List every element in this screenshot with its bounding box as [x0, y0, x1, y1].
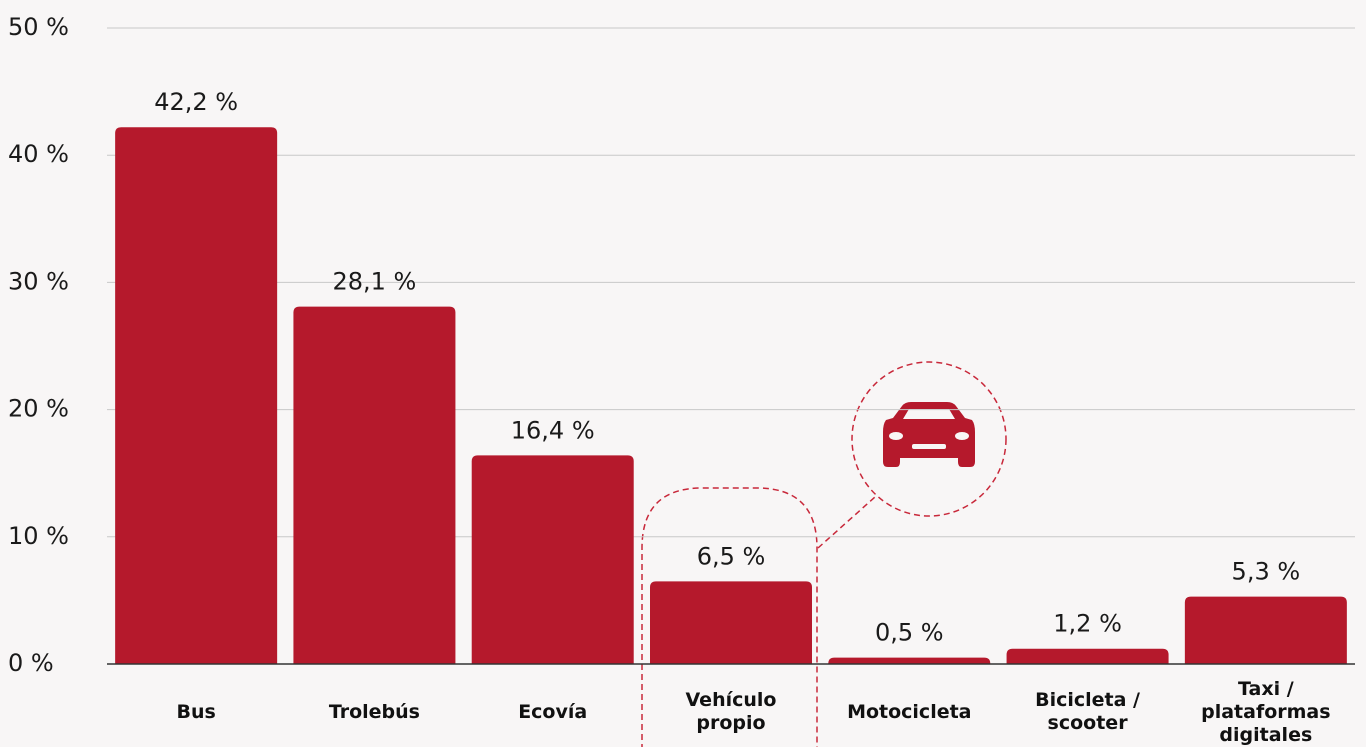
- data-label: 5,3 %: [1232, 558, 1301, 586]
- data-label: 28,1 %: [332, 268, 416, 296]
- bar: [293, 306, 456, 664]
- y-tick-label: 40 %: [8, 140, 69, 168]
- data-label: 6,5 %: [697, 542, 766, 570]
- callout-line: [817, 496, 876, 549]
- highlight-frame: [641, 487, 818, 747]
- x-tick-label: Ecovía: [518, 700, 588, 723]
- data-label: 16,4 %: [511, 416, 595, 444]
- data-label: 1,2 %: [1053, 610, 1122, 638]
- bar: [828, 657, 991, 664]
- data-label: 0,5 %: [875, 619, 944, 647]
- x-tick-label: Bicicleta / scooter: [1035, 689, 1140, 734]
- bar: [115, 127, 278, 664]
- bar: [471, 455, 634, 664]
- y-tick-label: 10 %: [8, 522, 69, 550]
- y-tick-label: 20 %: [8, 395, 69, 423]
- x-tick-label: Trolebús: [328, 700, 420, 723]
- data-label: 42,2 %: [154, 88, 238, 116]
- highlight: [641, 361, 1007, 747]
- y-tick-label: 50 %: [8, 13, 69, 41]
- x-tick-label: Vehículo propio: [685, 689, 777, 734]
- y-tick-label: 0 %: [8, 649, 54, 677]
- bar: [1006, 648, 1169, 664]
- bar: [1184, 596, 1347, 664]
- x-tick-label: Bus: [176, 700, 216, 723]
- x-tick-label: Motocicleta: [847, 700, 972, 723]
- y-tick-label: 30 %: [8, 267, 69, 295]
- callout-circle: [851, 361, 1007, 517]
- car-icon: [883, 402, 975, 467]
- bar: [650, 581, 812, 664]
- x-tick-label: Taxi / plataformas digitales: [1201, 677, 1331, 746]
